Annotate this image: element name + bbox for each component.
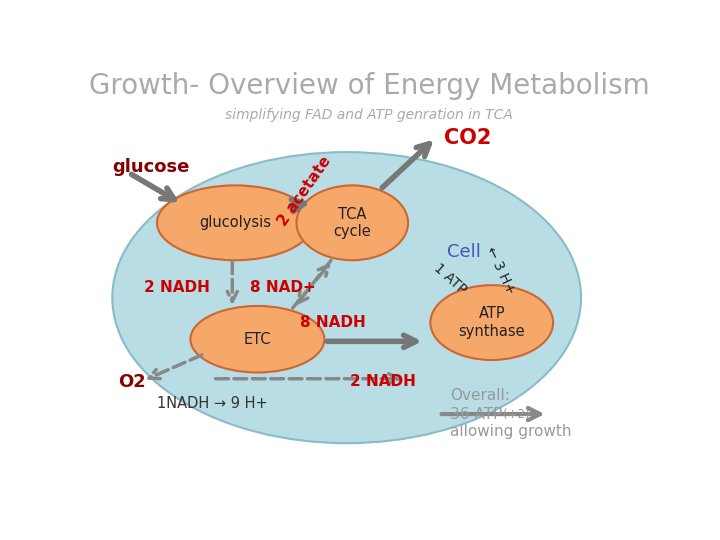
Text: 2 NADH: 2 NADH [350, 374, 416, 389]
Text: CO2: CO2 [444, 127, 492, 147]
Text: allowing growth: allowing growth [450, 424, 572, 439]
Text: glucolysis: glucolysis [199, 215, 271, 230]
Text: 2 acetate: 2 acetate [275, 154, 334, 229]
Text: simplifying FAD and ATP genration in TCA: simplifying FAD and ATP genration in TCA [225, 107, 513, 122]
Text: 1NADH → 9 H+: 1NADH → 9 H+ [158, 396, 268, 411]
Text: TCA
cycle: TCA cycle [333, 207, 371, 239]
Text: glucose: glucose [112, 158, 189, 176]
Text: Cell: Cell [447, 243, 481, 261]
Text: ETC: ETC [243, 332, 271, 347]
Text: 8 NADH: 8 NADH [300, 315, 366, 330]
Ellipse shape [431, 285, 553, 360]
Text: ← 3 H+: ← 3 H+ [483, 245, 517, 297]
Text: 36 ATP: 36 ATP [450, 407, 507, 422]
Text: 1 ATP: 1 ATP [431, 261, 469, 297]
Text: ATP
synthase: ATP synthase [459, 306, 525, 339]
Text: Growth- Overview of Energy Metabolism: Growth- Overview of Energy Metabolism [89, 72, 649, 99]
Text: 2 NADH: 2 NADH [143, 280, 210, 295]
Text: Overall:: Overall: [450, 388, 510, 403]
Text: O2: O2 [118, 373, 145, 390]
Ellipse shape [190, 306, 324, 373]
Ellipse shape [157, 185, 313, 260]
Text: 8 NAD+: 8 NAD+ [250, 280, 315, 295]
Ellipse shape [112, 152, 581, 443]
Ellipse shape [297, 185, 408, 260]
Text: (+2): (+2) [503, 408, 529, 421]
